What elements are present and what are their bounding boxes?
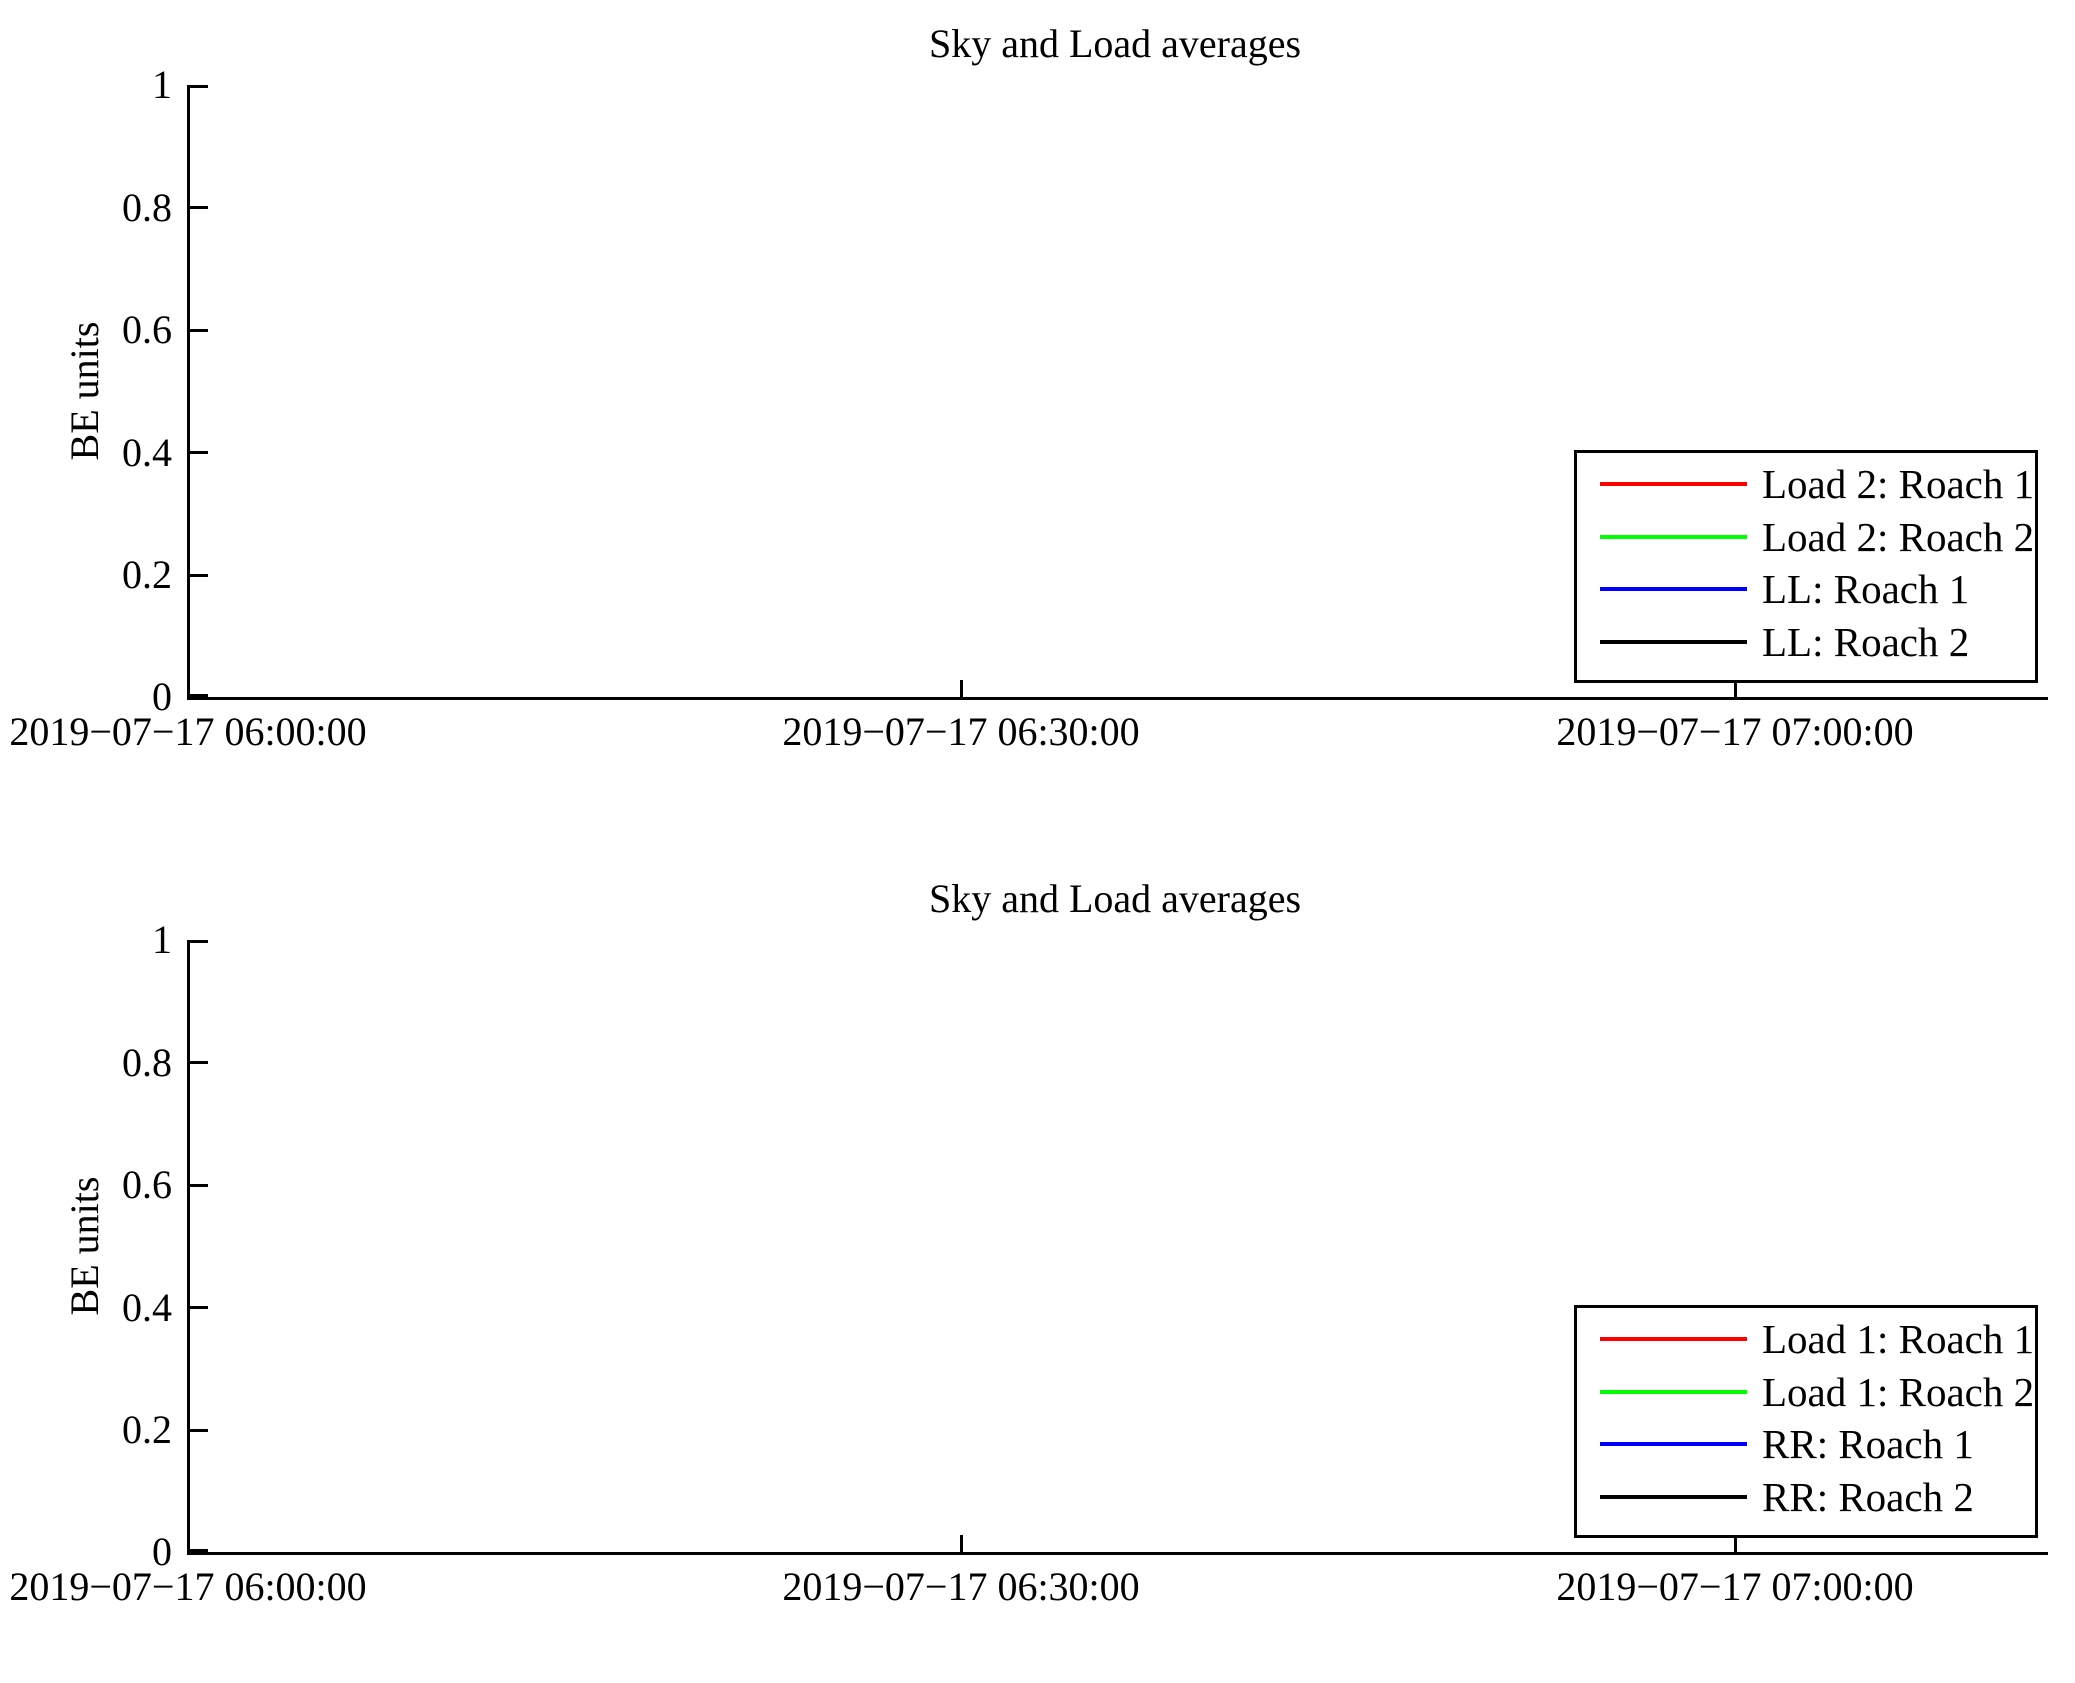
y-axis-line xyxy=(187,85,190,700)
y-tick-label: 0.2 xyxy=(122,552,172,597)
x-tick xyxy=(187,1535,190,1553)
y-tick-label: 0.8 xyxy=(122,185,172,230)
black-line-sample xyxy=(1600,1495,1747,1499)
legend-row: Load 2: Roach 1 xyxy=(1600,458,2034,510)
x-tick-label: 2019−07−17 07:00:00 xyxy=(1556,1564,1914,1609)
legend-row: Load 1: Roach 2 xyxy=(1600,1366,2034,1418)
x-tick xyxy=(187,680,190,698)
legend-label: RR: Roach 2 xyxy=(1762,1474,1974,1520)
y-tick-label: 0.4 xyxy=(122,430,172,475)
x-tick xyxy=(960,680,963,698)
y-tick xyxy=(190,1184,208,1187)
chart-title: Sky and Load averages xyxy=(928,876,1302,921)
red-line-sample xyxy=(1600,1337,1747,1341)
x-tick-label: 2019−07−17 07:00:00 xyxy=(1556,709,1914,754)
legend-label: LL: Roach 1 xyxy=(1762,566,1970,612)
x-tick-label: 2019−07−17 06:00:00 xyxy=(9,1564,367,1609)
legend-label: LL: Roach 2 xyxy=(1762,619,1970,665)
y-tick xyxy=(190,451,208,454)
y-tick xyxy=(190,1429,208,1432)
red-line-sample xyxy=(1600,482,1747,486)
x-tick xyxy=(1734,1535,1737,1553)
y-tick-label: 0.4 xyxy=(122,1285,172,1330)
y-tick xyxy=(190,694,208,697)
x-tick xyxy=(960,1535,963,1553)
legend-row: Load 1: Roach 1 xyxy=(1600,1313,2034,1365)
legend-label: Load 2: Roach 1 xyxy=(1762,461,2035,507)
legend: Load 1: Roach 1 Load 1: Roach 2 RR: Roac… xyxy=(1574,1305,2038,1538)
y-tick xyxy=(190,940,208,943)
chart-title: Sky and Load averages xyxy=(928,21,1302,66)
legend-row: LL: Roach 2 xyxy=(1600,616,1969,668)
y-tick-label: 0.6 xyxy=(122,307,172,352)
y-tick-label: 1 xyxy=(152,917,172,962)
legend-row: LL: Roach 1 xyxy=(1600,563,1969,615)
legend-row: Load 2: Roach 2 xyxy=(1600,511,2034,563)
black-line-sample xyxy=(1600,640,1747,644)
y-tick xyxy=(190,1061,208,1064)
y-tick-label: 0.6 xyxy=(122,1162,172,1207)
green-line-sample xyxy=(1600,535,1747,539)
y-tick xyxy=(190,1549,208,1552)
x-tick-label: 2019−07−17 06:30:00 xyxy=(782,1564,1140,1609)
legend-label: Load 1: Roach 2 xyxy=(1762,1369,2035,1415)
legend-row: RR: Roach 2 xyxy=(1600,1471,1974,1523)
y-tick xyxy=(190,1306,208,1309)
y-tick xyxy=(190,329,208,332)
legend-row: RR: Roach 1 xyxy=(1600,1418,1974,1470)
y-tick xyxy=(190,206,208,209)
x-tick-label: 2019−07−17 06:30:00 xyxy=(782,709,1140,754)
y-tick-label: 0.2 xyxy=(122,1407,172,1452)
x-tick xyxy=(1734,680,1737,698)
legend: Load 2: Roach 1 Load 2: Roach 2 LL: Roac… xyxy=(1574,450,2038,683)
blue-line-sample xyxy=(1600,587,1747,591)
y-axis-line xyxy=(187,940,190,1555)
x-axis-line xyxy=(187,697,2048,700)
y-tick-label: 0 xyxy=(152,674,172,719)
legend-label: Load 1: Roach 1 xyxy=(1762,1316,2035,1362)
legend-label: Load 2: Roach 2 xyxy=(1762,514,2035,560)
y-tick xyxy=(190,85,208,88)
green-line-sample xyxy=(1600,1390,1747,1394)
blue-line-sample xyxy=(1600,1442,1747,1446)
y-tick xyxy=(190,574,208,577)
y-tick-label: 1 xyxy=(152,62,172,107)
x-axis-line xyxy=(187,1552,2048,1555)
y-tick-label: 0 xyxy=(152,1529,172,1574)
legend-label: RR: Roach 1 xyxy=(1762,1421,1974,1467)
x-tick-label: 2019−07−17 06:00:00 xyxy=(9,709,367,754)
y-tick-label: 0.8 xyxy=(122,1040,172,1085)
